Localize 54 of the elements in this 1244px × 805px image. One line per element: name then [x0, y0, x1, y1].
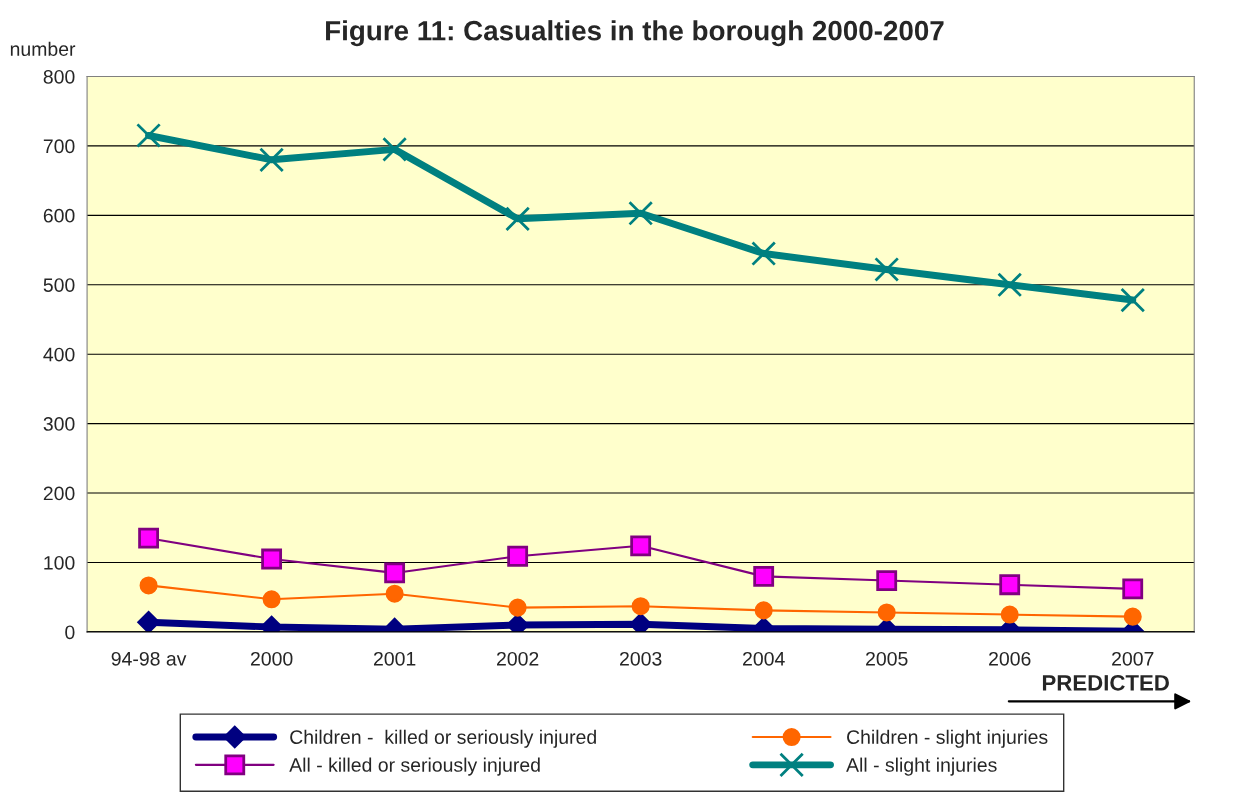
point: [874, 256, 900, 282]
point: [136, 122, 162, 148]
y-tick-label: 300: [43, 417, 75, 431]
y-tick-label: 500: [43, 278, 75, 293]
point: [261, 548, 283, 570]
point: [137, 610, 160, 632]
point: [385, 584, 404, 603]
point: [754, 601, 773, 620]
point: [877, 603, 896, 622]
y-tick-label: 0: [65, 625, 75, 640]
point: [507, 545, 529, 567]
y-tick-label: 100: [44, 555, 75, 570]
point: [630, 535, 652, 557]
point: [999, 574, 1021, 596]
x-tick-label: 2003: [620, 651, 662, 666]
legend-label: Children - slight injuries: [847, 729, 1048, 748]
x-tick-label: 2004: [743, 651, 785, 666]
point: [631, 597, 650, 616]
point: [262, 590, 281, 609]
x-tick-label: 94-98 av: [111, 651, 187, 666]
point: [753, 565, 775, 587]
point: [751, 241, 777, 267]
y-axis-title: number: [10, 41, 76, 56]
y-tick-label: 800: [43, 69, 75, 84]
point: [1120, 287, 1146, 313]
point: [1000, 605, 1019, 624]
point: [876, 570, 898, 591]
x-tick-label: 2002: [496, 651, 539, 666]
point: [139, 576, 158, 595]
point: [138, 527, 160, 549]
point: [629, 613, 652, 632]
x-tick-label: 2005: [866, 651, 908, 666]
point: [1122, 578, 1144, 600]
chart-title: Figure 11: Casualties in the borough 2000-2007: [326, 20, 944, 47]
legend-label: All - killed or seriously injured: [289, 757, 540, 776]
legend-label: All - slight injuries: [846, 757, 997, 776]
point: [508, 598, 527, 617]
x-tick-label: 2006: [989, 651, 1031, 666]
point: [628, 200, 654, 226]
y-tick-label: 400: [43, 347, 75, 362]
point: [259, 147, 285, 173]
y-tick-label: 600: [43, 208, 75, 223]
point: [505, 206, 531, 232]
point: [997, 272, 1023, 298]
x-tick-label: 2001: [373, 651, 416, 666]
point: [384, 562, 406, 584]
y-tick-label: 700: [43, 139, 75, 154]
x-tick-label: 2000: [250, 651, 293, 666]
point: [1123, 607, 1142, 626]
text: PREDICTED: [1042, 674, 1169, 691]
x-tick-label: 2007: [1112, 651, 1154, 666]
legend-label: Children - killed or seriously injured: [290, 729, 596, 748]
point: [382, 136, 408, 162]
y-tick-label: 200: [43, 486, 75, 501]
